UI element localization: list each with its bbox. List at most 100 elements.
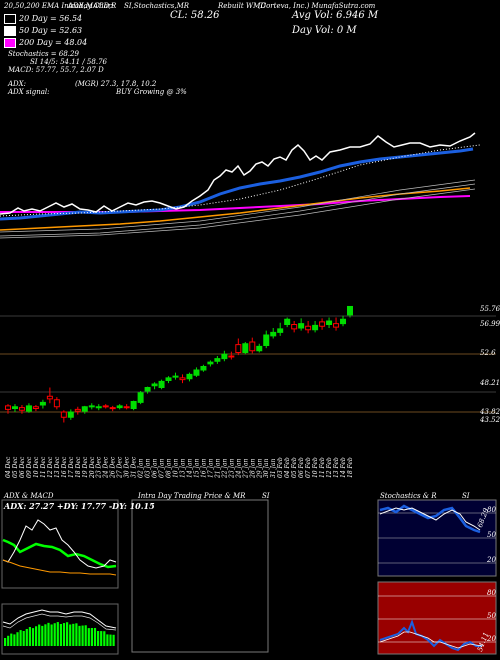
candle-body — [186, 373, 193, 380]
macd-bar — [78, 625, 81, 646]
date-tick-label: 24 Jan — [235, 458, 242, 479]
date-tick-label: 11 Feb — [319, 457, 326, 478]
date-tick-label: 08 Jan — [166, 458, 173, 478]
date-tick-label: 06 Feb — [298, 457, 305, 478]
legend-swatch-200 — [4, 38, 16, 48]
candle-body — [102, 405, 109, 408]
date-tick-label: 19 Dec — [82, 456, 89, 478]
rsi-stat: SI 14/5: 54.11 / 58.76 — [30, 58, 107, 66]
date-tick-label: 13 Feb — [333, 457, 340, 478]
candle-body — [81, 406, 88, 412]
candle-body — [109, 407, 116, 410]
macd-bar — [19, 630, 22, 646]
candle-body — [25, 405, 32, 412]
macd-bar — [4, 638, 7, 646]
date-tick-label: 07 Jan — [159, 458, 166, 478]
date-tick-label: 03 Jan — [145, 458, 152, 478]
macd-bar — [62, 623, 66, 646]
date-tick-label: 17 Dec — [68, 456, 75, 478]
macd-bar — [81, 625, 84, 646]
date-tick-label: 13 Dec — [54, 456, 61, 478]
date-tick-label: 04 Dec — [5, 456, 12, 478]
legend-200-day: 200 Day = 48.04 — [4, 38, 87, 48]
date-tick-label: 05 Dec — [12, 456, 19, 478]
date-tick-label: 06 Dec — [19, 456, 26, 478]
date-tick-label: 10 Feb — [312, 457, 319, 478]
candle-body — [242, 343, 249, 353]
candle-body — [207, 361, 214, 365]
date-tick-label: 31 Dec — [131, 456, 138, 478]
candle-body — [151, 383, 158, 387]
date-tick-label: 12 Dec — [47, 456, 54, 478]
candle-body — [179, 377, 186, 381]
date-tick-label: 04 Feb — [284, 457, 291, 478]
date-tick-label: 11 Dec — [40, 456, 47, 478]
macd-bar — [50, 624, 53, 646]
stoch-level-50: 50 — [487, 531, 496, 539]
plus-di-line — [2, 519, 117, 569]
macd-bar — [75, 623, 78, 646]
macd-bar — [87, 628, 90, 646]
macd-bar — [35, 626, 38, 646]
header-company: (Corteva, Inc.) MunafaSutra.com — [258, 2, 376, 10]
candle-body — [165, 377, 172, 381]
macd-bar — [112, 634, 115, 646]
date-tick-label: 30 Jan — [263, 458, 270, 478]
macd-signal-line — [2, 613, 117, 631]
candle-body — [5, 405, 11, 410]
candle-body — [256, 345, 263, 352]
date-tick-label: 27 Jan — [242, 458, 249, 479]
date-tick-label: 23 Jan — [228, 458, 235, 479]
macd-bar — [97, 631, 100, 646]
candle-body — [193, 369, 200, 376]
date-tick-label: 18 Dec — [75, 456, 82, 478]
candle-body — [249, 341, 256, 352]
date-tick-label: 16 Dec — [61, 456, 68, 478]
candle-body — [172, 375, 179, 378]
minus-di-line — [2, 559, 117, 576]
macd-bar — [47, 622, 50, 646]
candle-body — [11, 406, 18, 409]
candle-body — [284, 318, 291, 325]
date-tick-label: 16 Jan — [200, 458, 207, 478]
macd-bar — [84, 625, 87, 646]
date-tick-label: 21 Jan — [214, 458, 221, 479]
candle-body — [46, 395, 53, 400]
macd-bar — [72, 623, 75, 646]
date-tick-label: 18 Feb — [347, 457, 354, 478]
rsi-level-50: 50 — [487, 612, 496, 620]
date-tick-label: 20 Dec — [89, 456, 96, 479]
date-tick-label: 03 Feb — [277, 457, 284, 478]
date-tick-label: 05 Feb — [291, 457, 298, 478]
mgr-stat: (MGR) 27.3, 17.8, 10.2 — [75, 80, 157, 88]
rsi-signal-line — [379, 631, 483, 649]
macd-bar — [7, 635, 10, 646]
intraday-panel-title: Intra Day Trading Price & MR — [138, 492, 246, 500]
macd-bar — [44, 624, 47, 646]
macd-bar — [100, 631, 103, 646]
candle-body — [277, 328, 284, 333]
date-tick-label: 22 Jan — [221, 458, 228, 479]
candle-body — [95, 406, 102, 409]
candle-body — [144, 387, 151, 392]
candlesticks — [5, 305, 353, 423]
adx-stat: ADX: — [8, 80, 27, 88]
adx-panel-title: ADX & MACD — [4, 492, 54, 500]
adx-signal-stat: ADX signal: — [8, 88, 50, 96]
macd-bar — [109, 634, 112, 646]
buy-signal-stat: BUY Growing @ 3% — [116, 88, 187, 96]
price-grid — [0, 315, 496, 413]
macd-histogram — [4, 622, 115, 646]
candle-body — [214, 358, 221, 362]
legend-label-20: 20 Day = 56.54 — [19, 14, 83, 23]
candle-body — [263, 334, 270, 346]
candle-body — [130, 401, 137, 409]
date-tick-label: 31 Jan — [270, 458, 277, 478]
ema-fast-line — [0, 132, 476, 215]
envelope-lines — [0, 179, 476, 239]
day-volume-label: Day Vol: 0 M — [292, 25, 357, 36]
candle-body — [235, 344, 242, 353]
price-level-5: 43.82 — [480, 408, 500, 416]
date-tick-label: 29 Jan — [256, 458, 263, 479]
